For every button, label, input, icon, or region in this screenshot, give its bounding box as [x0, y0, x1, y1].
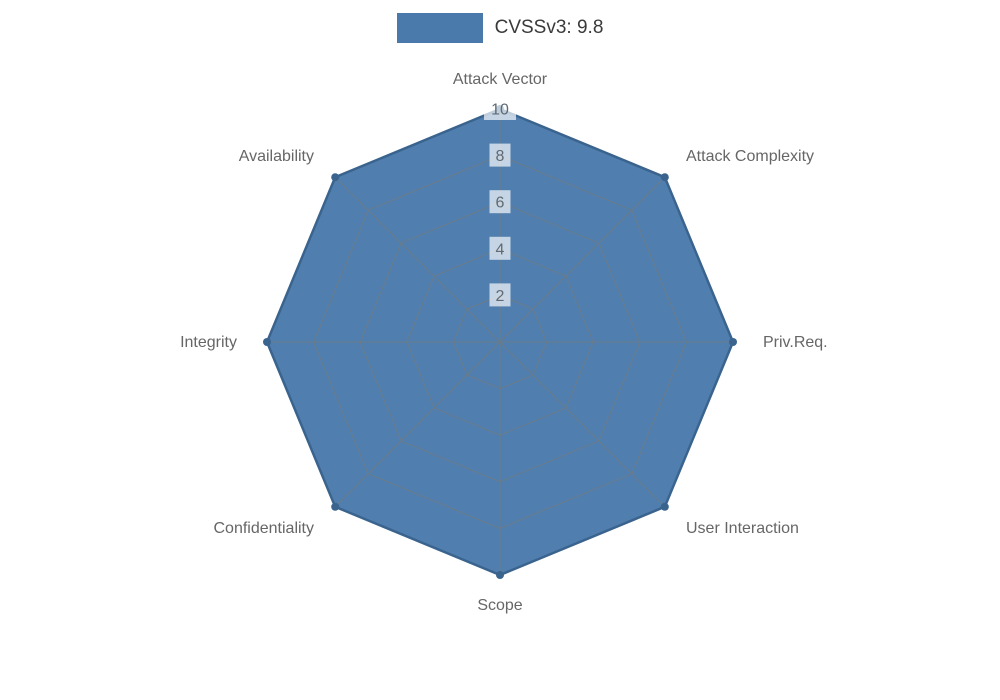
vertex-dot: [496, 571, 504, 579]
axis-spoke: [499, 341, 666, 508]
vertex-dot: [331, 173, 340, 182]
axis-label: Integrity: [180, 334, 237, 351]
tick-label-bg: [489, 236, 511, 260]
axis-spoke: [499, 176, 666, 343]
vertex-dot: [660, 173, 669, 182]
legend-swatch: [396, 13, 483, 43]
tick-label-bg: [489, 190, 511, 214]
vertex-dot: [660, 502, 669, 511]
axis-spoke: [334, 176, 501, 343]
legend: CVSSv3: 9.8: [0, 13, 1000, 43]
tick-label: 10: [491, 102, 509, 119]
tick-label: 2: [496, 288, 505, 305]
axis-label: Attack Complexity: [686, 148, 814, 165]
legend-label: CVSSv3: 9.8: [494, 17, 604, 38]
tick-label-bg: [484, 97, 516, 120]
vertex-dot: [729, 338, 737, 346]
axis-spoke: [334, 341, 501, 508]
axis-label: User Interaction: [686, 520, 799, 537]
axis-label: Priv.Req.: [763, 334, 828, 351]
axis-label: Availability: [239, 148, 314, 165]
axis-label: Scope: [477, 597, 522, 614]
tick-label: 8: [496, 148, 505, 165]
tick-label: 6: [496, 195, 505, 212]
tick-label: 4: [496, 241, 505, 258]
tick-label-bg: [489, 143, 511, 167]
axis-label: Confidentiality: [214, 520, 315, 537]
tick-label-bg: [489, 283, 511, 307]
axis-label: Attack Vector: [453, 71, 548, 88]
vertex-dot: [263, 338, 271, 346]
vertex-dot: [331, 502, 340, 511]
